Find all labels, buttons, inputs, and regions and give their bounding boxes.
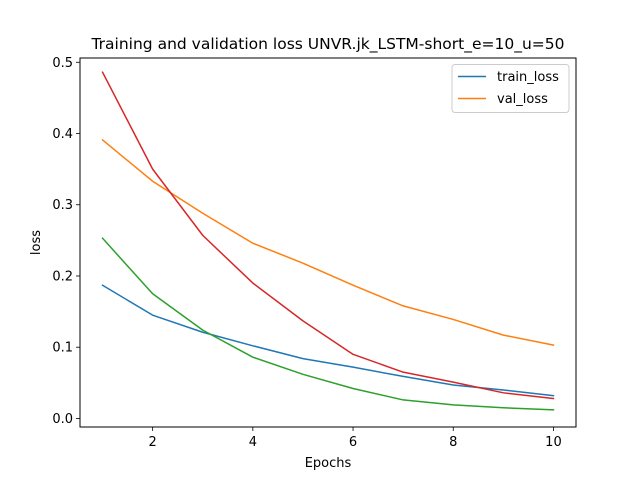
x-tick-label: 10 [545,435,562,450]
series-4-line [101,71,555,400]
legend-label-train-loss: train_loss [497,70,559,85]
x-tick-label: 8 [449,435,457,450]
x-tick-label: 6 [349,435,357,450]
legend: train_loss val_loss [451,64,570,113]
y-tick-label: 0.3 [52,198,73,213]
y-tick-label: 0.0 [52,412,73,427]
y-axis-label: loss [29,230,44,255]
val-loss-line [101,138,555,346]
y-tick-label: 0.5 [52,56,73,71]
chart-title: Training and validation loss UNVR.jk_LST… [90,35,564,54]
legend-label-val-loss: val_loss [497,92,548,107]
y-tick-label: 0.2 [52,269,73,284]
y-tick-label: 0.4 [52,127,73,142]
plot-lines [101,71,555,411]
x-tick-label: 4 [249,435,257,450]
x-axis-label: Epochs [305,456,352,471]
y-axis-ticks: 0.0 0.1 0.2 0.3 0.4 0.5 [52,56,80,427]
train-loss-line [101,284,555,397]
y-tick-label: 0.1 [52,341,73,356]
plot-area-frame [79,57,577,428]
x-tick-label: 2 [149,435,157,450]
x-axis-ticks: 2 4 6 8 10 [149,427,562,450]
series-3-line [101,237,555,411]
